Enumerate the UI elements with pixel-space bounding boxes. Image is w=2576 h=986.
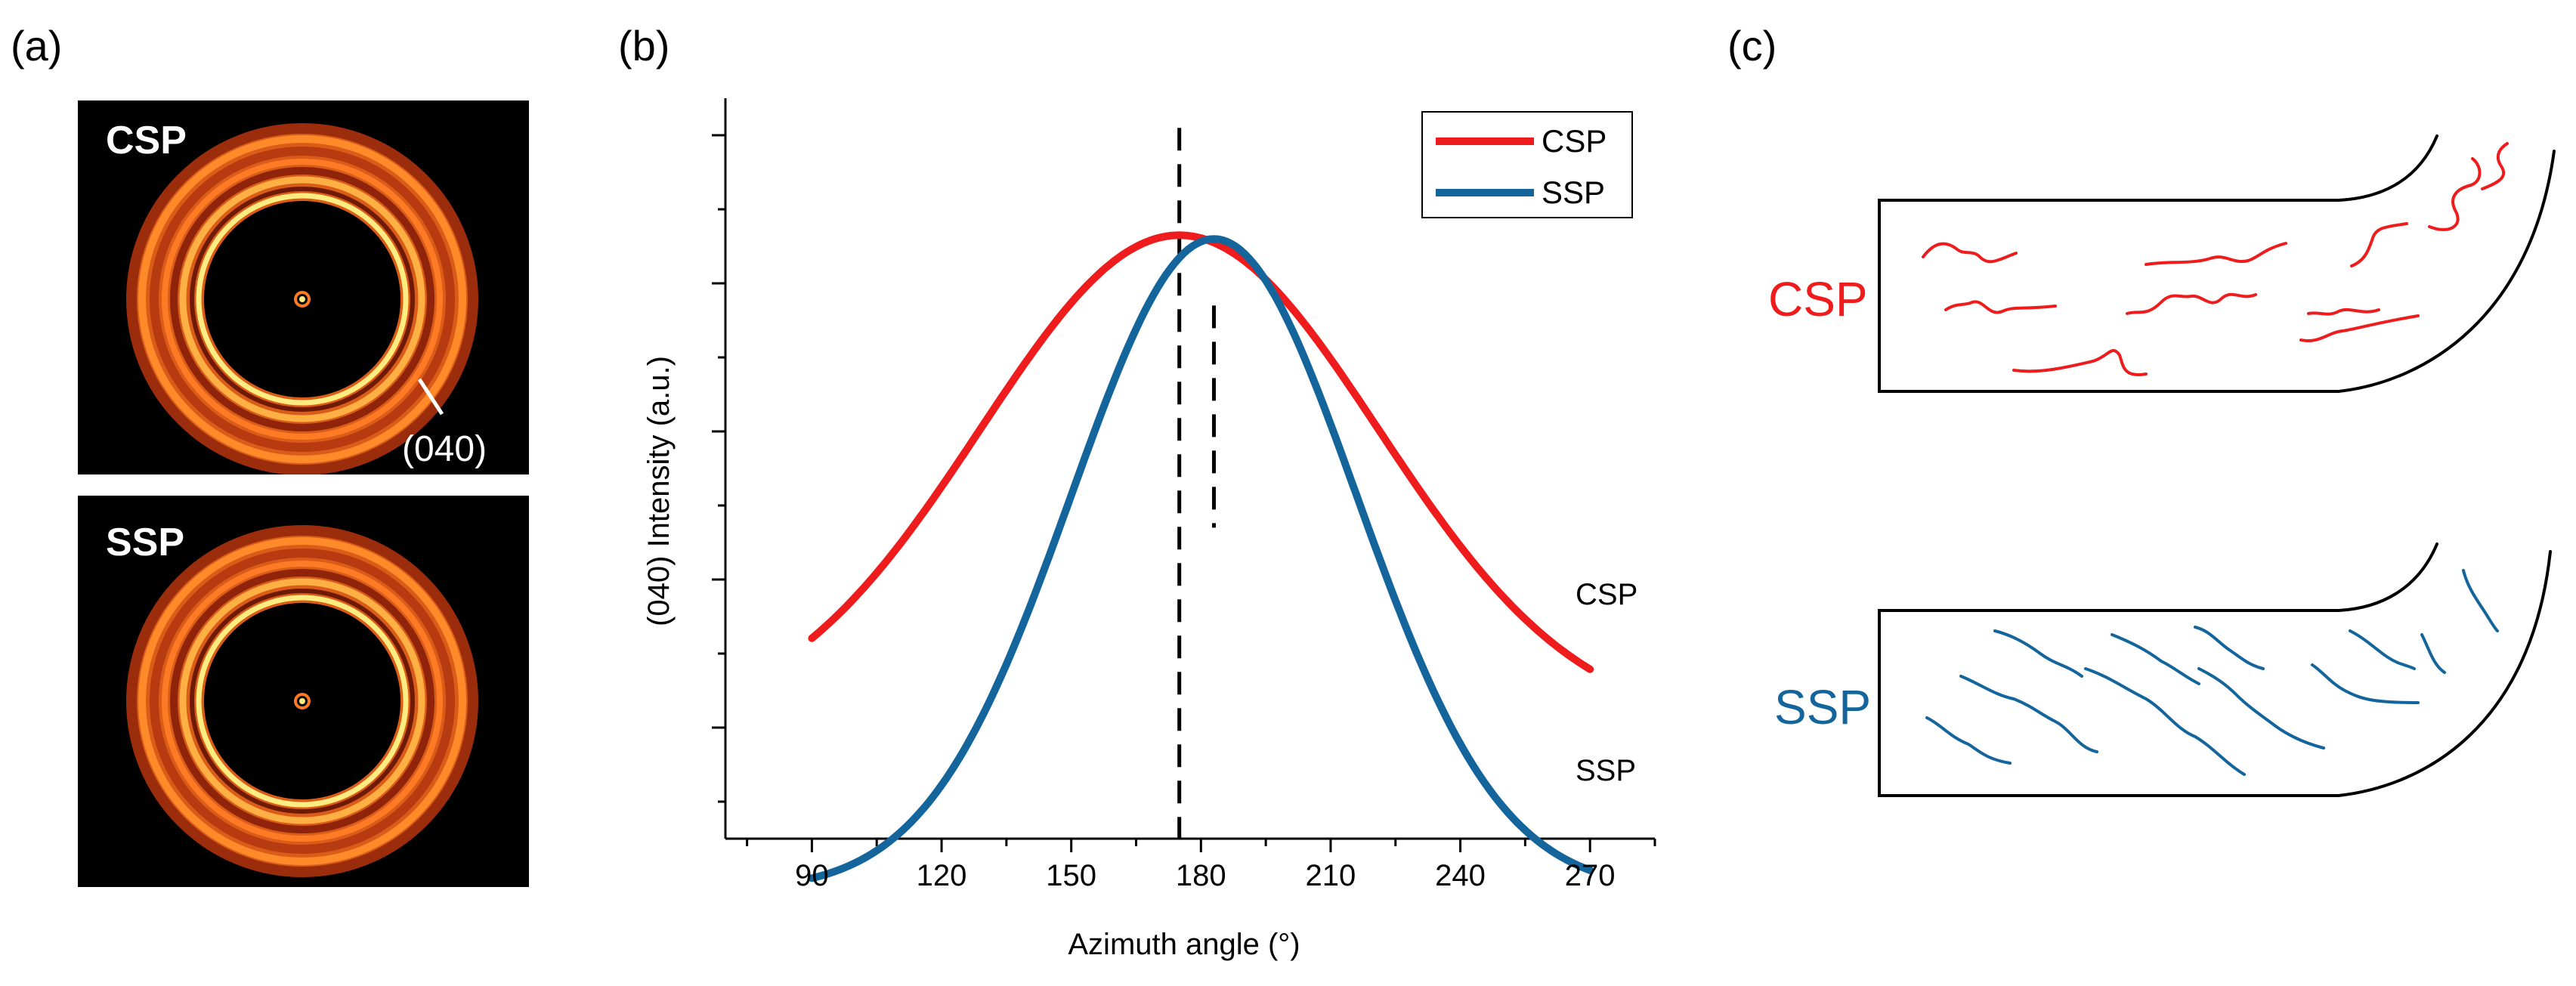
waxs-ring — [179, 176, 425, 422]
csp-polymer-chain — [2307, 308, 2380, 316]
panel-a-label: (a) — [11, 22, 62, 70]
waxs-ring — [150, 549, 455, 854]
csp-polymer-chain — [2428, 157, 2482, 231]
waxs-ring — [196, 595, 409, 808]
panel-b-label: (b) — [618, 22, 670, 70]
csp-polymer-chain — [1944, 300, 2057, 314]
csp-die-exit-upper — [2337, 134, 2438, 202]
waxs-ring — [170, 569, 434, 833]
ssp-chains — [1925, 569, 2499, 776]
x-tick-label: 120 — [917, 859, 967, 892]
x-tick-label: 240 — [1435, 859, 1486, 892]
ssp-polymer-chain — [2084, 667, 2246, 776]
waxs-pattern-bottom: SSP — [78, 496, 529, 887]
csp-polymer-chain — [2145, 242, 2287, 266]
csp-channel-outline — [1878, 199, 2340, 393]
beam-stop-ring — [294, 693, 311, 709]
azimuth-chart: 90 120 150 180 210 240 270 Azimuth angle (°) (… — [642, 98, 1656, 961]
csp-die-exit-lower — [2337, 150, 2556, 393]
ssp-polymer-chain — [1993, 629, 2083, 678]
x-tick-labels: 90 120 150 180 210 240 270 — [795, 859, 1615, 892]
schematic-ssp — [1878, 542, 2552, 797]
ssp-channel-outline — [1878, 609, 2340, 797]
x-tick-label: 90 — [795, 859, 829, 892]
waxs-ring — [126, 525, 478, 877]
ssp-polymer-chain — [2194, 626, 2265, 670]
waxs-ring — [170, 167, 434, 431]
x-tick-label: 270 — [1565, 859, 1616, 892]
chart-series — [808, 231, 1594, 882]
peak-pointer-line — [417, 378, 444, 416]
legend-box — [1421, 111, 1633, 218]
chart-legend: CSP SSP — [1421, 111, 1633, 218]
waxs-bottom-tag: SSP — [106, 521, 184, 564]
series-end-label-csp: CSP — [1576, 578, 1637, 611]
waxs-ring — [126, 123, 478, 475]
waxs-top-rings — [126, 123, 478, 475]
ssp-polymer-chain — [2311, 663, 2420, 704]
peak-label-040: (040) — [402, 429, 487, 469]
csp-polymer-chain — [2350, 222, 2408, 267]
beam-center — [299, 698, 305, 704]
reference-lines — [1177, 128, 1216, 839]
waxs-bottom-rings — [126, 525, 478, 877]
waxs-ring — [138, 135, 466, 463]
waxs-pattern-top: CSP (040) — [78, 100, 529, 475]
csp-polymer-chain — [1922, 242, 2018, 264]
x-tick-label: 150 — [1046, 859, 1096, 892]
ssp-polymer-chain — [1925, 716, 2012, 765]
x-tick-label: 210 — [1306, 859, 1356, 892]
waxs-ring — [150, 147, 455, 452]
csp-schematic-label: CSP — [1768, 272, 1868, 326]
csp-polymer-chain — [2012, 349, 2148, 376]
legend-label-ssp: SSP — [1542, 175, 1605, 210]
waxs-top-tag: CSP — [106, 119, 187, 162]
ssp-polymer-chain — [2197, 667, 2325, 750]
beam-stop-ring — [294, 291, 311, 308]
csp-polymer-chain — [2126, 292, 2257, 315]
series-end-label-ssp: SSP — [1576, 754, 1636, 787]
waxs-divider — [78, 474, 529, 496]
ssp-polymer-chain — [2462, 569, 2499, 632]
legend-label-csp: CSP — [1542, 123, 1607, 159]
y-axis-label: (040) Intensity (a.u.) — [642, 356, 676, 626]
chart-axes — [712, 98, 1656, 852]
series-line-csp — [808, 231, 1594, 673]
waxs-ring — [190, 187, 415, 412]
series-line-ssp — [808, 235, 1594, 882]
ssp-polymer-chain — [2111, 633, 2200, 685]
x-axis-label: Azimuth angle (°) — [1068, 928, 1300, 961]
waxs-ring — [138, 537, 466, 865]
x-tick-label: 180 — [1176, 859, 1226, 892]
waxs-ring — [190, 589, 415, 814]
waxs-ring — [162, 159, 443, 440]
csp-chains — [1922, 142, 2509, 376]
ssp-die-exit-upper — [2337, 542, 2438, 612]
ssp-die-exit-lower — [2337, 550, 2552, 797]
ssp-schematic-label: SSP — [1774, 680, 1871, 734]
beam-center — [299, 296, 305, 302]
waxs-ring — [162, 561, 443, 842]
ssp-polymer-chain — [2420, 633, 2446, 674]
waxs-ring — [179, 578, 425, 824]
csp-polymer-chain — [2481, 142, 2509, 190]
csp-polymer-chain — [2299, 314, 2420, 342]
ssp-polymer-chain — [1959, 675, 2098, 753]
schematic-csp — [1878, 134, 2556, 393]
ssp-polymer-chain — [2349, 629, 2416, 670]
waxs-ring — [196, 193, 409, 406]
panel-c-label: (c) — [1727, 22, 1777, 70]
